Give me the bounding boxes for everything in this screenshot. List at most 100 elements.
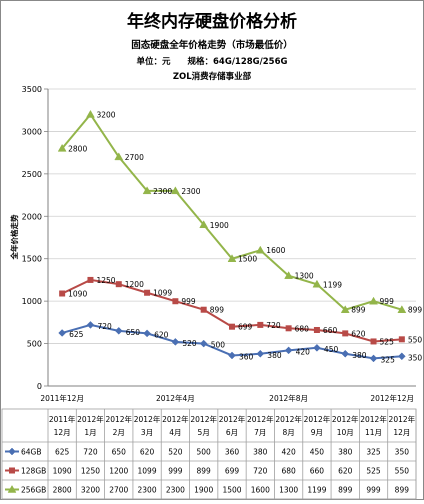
data-label: 1250 bbox=[96, 276, 115, 285]
table-header-year: 2012年 bbox=[77, 414, 104, 424]
gridlines bbox=[48, 88, 416, 344]
table-header-month: 5月 bbox=[198, 428, 210, 437]
data-point bbox=[398, 336, 405, 343]
chart-subtitle: 固态硬盘全年价格走势（市场最低价） bbox=[131, 39, 293, 51]
data-label: 500 bbox=[211, 341, 226, 350]
data-label: 2800 bbox=[68, 144, 87, 153]
table-cell: 2700 bbox=[109, 486, 128, 495]
table-header-month: 9月 bbox=[311, 428, 323, 437]
data-label: 420 bbox=[296, 347, 311, 356]
table-cell: 1900 bbox=[194, 486, 213, 495]
data-label: 380 bbox=[267, 351, 282, 360]
table-cell: 380 bbox=[253, 448, 268, 457]
table-cell: 420 bbox=[281, 448, 296, 457]
data-point bbox=[170, 186, 180, 195]
data-point bbox=[369, 354, 378, 363]
table-cell: 999 bbox=[366, 486, 381, 495]
table-cell: 999 bbox=[168, 467, 183, 476]
table-cell: 650 bbox=[112, 448, 127, 457]
table-cell: 350 bbox=[395, 448, 410, 457]
data-label: 550 bbox=[408, 335, 423, 344]
table-cell: 899 bbox=[197, 467, 212, 476]
x-axis-label: 2012年8月 bbox=[269, 393, 308, 403]
data-point bbox=[227, 254, 237, 262]
table-cell: 699 bbox=[225, 467, 240, 476]
x-tick-labels: 2011年12月 2012年4月 2012年8月 2012年12月 bbox=[40, 393, 414, 403]
table-header-month: 12月 bbox=[54, 428, 71, 437]
legend-key-marker bbox=[9, 467, 15, 474]
table-header-year: 2012年 bbox=[162, 414, 189, 424]
axes bbox=[44, 88, 416, 387]
data-label: 650 bbox=[126, 328, 141, 337]
table-cell: 620 bbox=[140, 448, 155, 457]
x-axis-label: 2012年12月 bbox=[370, 393, 414, 403]
legend-label: 256GB bbox=[21, 486, 46, 495]
data-label: 360 bbox=[239, 352, 254, 361]
table-header-month: 7月 bbox=[254, 428, 266, 437]
data-label: 1200 bbox=[125, 280, 144, 289]
table-header-month: 1月 bbox=[84, 428, 96, 437]
legend-key-marker bbox=[8, 447, 16, 456]
y-tick-label: 1500 bbox=[22, 255, 42, 264]
data-point bbox=[313, 343, 321, 352]
data-label: 899 bbox=[408, 306, 423, 315]
data-label: 1500 bbox=[238, 255, 257, 264]
legend-key-marker bbox=[7, 484, 17, 493]
chart-title: 年终内存硬盘价格分析 bbox=[127, 11, 297, 32]
data-label: 3200 bbox=[96, 110, 115, 119]
y-tick-label: 1000 bbox=[22, 297, 42, 306]
data-point bbox=[86, 321, 95, 329]
table-cell: 450 bbox=[310, 448, 325, 457]
table-header-month: 12月 bbox=[393, 428, 410, 437]
data-point bbox=[114, 152, 124, 161]
data-point bbox=[114, 326, 123, 335]
data-point bbox=[86, 109, 95, 118]
y-tick-label: 2500 bbox=[22, 170, 42, 179]
data-label: 450 bbox=[324, 345, 339, 354]
series-lines bbox=[57, 109, 407, 363]
table-header-year: 2012年 bbox=[275, 414, 302, 424]
y-tick-label: 2000 bbox=[22, 212, 42, 221]
table-cell: 325 bbox=[366, 448, 381, 457]
table-header-year: 2012年 bbox=[332, 414, 359, 424]
data-label: 699 bbox=[238, 323, 253, 332]
table-cell: 660 bbox=[310, 467, 325, 476]
table-cell: 1300 bbox=[279, 486, 298, 495]
table-header-year: 2012年 bbox=[219, 414, 246, 424]
table-header-month: 2月 bbox=[113, 428, 125, 437]
legend-label: 128GB bbox=[21, 467, 46, 476]
data-point bbox=[340, 305, 350, 313]
y-tick-label: 0 bbox=[37, 382, 42, 391]
table-header-year: 2012年 bbox=[134, 414, 161, 424]
data-point bbox=[341, 349, 350, 358]
table-cell: 3200 bbox=[81, 486, 100, 495]
table-cell: 2300 bbox=[166, 486, 185, 495]
table-cell: 520 bbox=[168, 448, 183, 457]
data-point bbox=[369, 296, 378, 305]
chart-source-line: ZOL消费存储事业部 bbox=[173, 71, 252, 82]
data-point bbox=[199, 339, 208, 348]
table-cell: 1500 bbox=[222, 486, 241, 495]
data-point bbox=[228, 351, 236, 360]
table-cell: 899 bbox=[338, 486, 353, 495]
data-label: 520 bbox=[182, 339, 197, 348]
table-header-year: 2012年 bbox=[360, 414, 387, 424]
data-label: 720 bbox=[266, 321, 281, 330]
table-cell: 360 bbox=[225, 448, 240, 457]
table-cell: 2800 bbox=[53, 486, 72, 495]
data-label: 1600 bbox=[266, 246, 285, 255]
data-point bbox=[284, 346, 293, 355]
data-label: 380 bbox=[352, 351, 367, 360]
table-cell: 1099 bbox=[138, 467, 157, 476]
data-point bbox=[257, 321, 264, 328]
table-cell: 550 bbox=[395, 467, 410, 476]
data-label: 1099 bbox=[153, 289, 172, 298]
data-point bbox=[255, 245, 265, 254]
chart-unit-line: 单位：元 规格：64G/128G/256G bbox=[137, 56, 288, 67]
y-tick-label: 500 bbox=[27, 340, 42, 349]
table-cell: 680 bbox=[281, 467, 296, 476]
data-point bbox=[200, 306, 207, 313]
table-cell: 1200 bbox=[109, 467, 128, 476]
table-cell: 625 bbox=[55, 448, 70, 457]
data-label: 620 bbox=[351, 329, 366, 338]
